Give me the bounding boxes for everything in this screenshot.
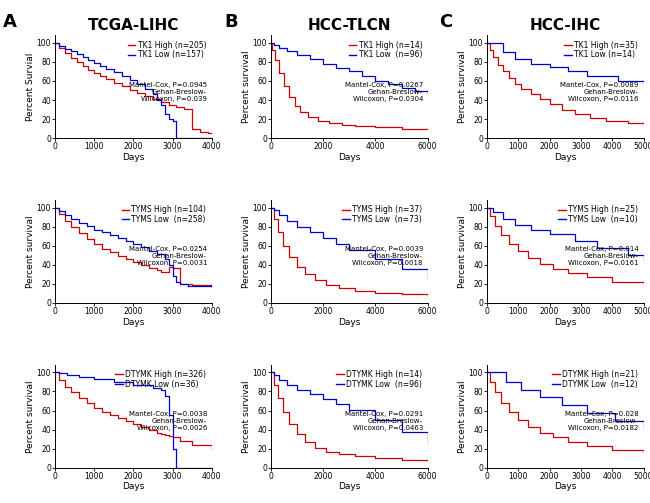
X-axis label: Days: Days [338, 317, 361, 326]
Y-axis label: Percent survival: Percent survival [458, 215, 467, 288]
Y-axis label: Percent survival: Percent survival [242, 50, 251, 123]
Legend: TYMS High (n=25), TYMS Low  (n=10): TYMS High (n=25), TYMS Low (n=10) [556, 204, 640, 226]
X-axis label: Days: Days [338, 482, 361, 491]
X-axis label: Days: Days [122, 153, 145, 162]
Text: Mantel-Cox, P=0.0039
Gehan-Breslow-
Wilcoxon, P=0.0018: Mantel-Cox, P=0.0039 Gehan-Breslow- Wilc… [344, 246, 423, 267]
X-axis label: Days: Days [554, 317, 577, 326]
Y-axis label: Percent Survial: Percent Survial [26, 52, 35, 121]
Text: Mantel-Cox, P=0.0267
Gehan-Breslow-
Wilcoxon, P=0.0304: Mantel-Cox, P=0.0267 Gehan-Breslow- Wilc… [344, 81, 423, 102]
Title: HCC-TLCN: HCC-TLCN [307, 18, 391, 33]
Y-axis label: Percent survival: Percent survival [26, 215, 35, 288]
Y-axis label: Percent survival: Percent survival [458, 380, 467, 453]
X-axis label: Days: Days [122, 482, 145, 491]
Text: C: C [439, 13, 452, 31]
X-axis label: Days: Days [338, 153, 361, 162]
Text: Mantel-Cox, P=0.0038
Gehan-Breslow-
Wilcoxon, P=0.0026: Mantel-Cox, P=0.0038 Gehan-Breslow- Wilc… [129, 411, 207, 431]
Legend: TK1 High (n=35), TK1 Low (n=14): TK1 High (n=35), TK1 Low (n=14) [563, 39, 640, 61]
Title: TCGA-LIHC: TCGA-LIHC [88, 18, 179, 33]
Legend: DTYMK High (n=326), DTYMK Low (n=36): DTYMK High (n=326), DTYMK Low (n=36) [114, 369, 208, 390]
Legend: TK1 High (n=205), TK1 Low (n=157): TK1 High (n=205), TK1 Low (n=157) [126, 39, 208, 61]
Legend: TK1 High (n=14), TK1 Low  (n=96): TK1 High (n=14), TK1 Low (n=96) [347, 39, 424, 61]
Legend: DTYMK High (n=21), DTYMK Low  (n=12): DTYMK High (n=21), DTYMK Low (n=12) [551, 369, 640, 390]
Text: B: B [224, 13, 238, 31]
Text: Mantel-Cox, P=0.0254
Gehan-Breslow-
Wilcoxon, P=0.0031: Mantel-Cox, P=0.0254 Gehan-Breslow- Wilc… [129, 246, 207, 267]
Text: Mantel-Cox, P=0.0945
Gehan-Breslow-
Wilcoxon, P=0.039: Mantel-Cox, P=0.0945 Gehan-Breslow- Wilc… [129, 81, 207, 102]
Legend: DTYMK High (n=14), DTYMK Low  (n=96): DTYMK High (n=14), DTYMK Low (n=96) [335, 369, 424, 390]
Text: Mantel-Cox, P=0.014
Gehan-Breslow-
Wilcoxon, P=0.0161: Mantel-Cox, P=0.014 Gehan-Breslow- Wilco… [565, 246, 639, 267]
Title: HCC-IHC: HCC-IHC [530, 18, 601, 33]
Text: Mantel-Cox, P=0.0291
Gehan-Breslow-
Wilcoxon, P=0.0463: Mantel-Cox, P=0.0291 Gehan-Breslow- Wilc… [344, 411, 423, 431]
Text: A: A [3, 13, 17, 31]
X-axis label: Days: Days [554, 482, 577, 491]
X-axis label: Days: Days [122, 317, 145, 326]
Y-axis label: Percent survival: Percent survival [242, 215, 251, 288]
Y-axis label: Percent survival: Percent survival [242, 380, 251, 453]
Legend: TYMS High (n=104), TYMS Low  (n=258): TYMS High (n=104), TYMS Low (n=258) [120, 204, 208, 226]
Y-axis label: Percent survival: Percent survival [26, 380, 35, 453]
Text: Mantel-Cox, P=0.028
Gehan-Breslow-
Wilcoxon, P=0.0182: Mantel-Cox, P=0.028 Gehan-Breslow- Wilco… [565, 411, 639, 431]
Legend: TYMS High (n=37), TYMS Low  (n=73): TYMS High (n=37), TYMS Low (n=73) [341, 204, 424, 226]
Text: Mantel-Cox, P=0.0089
Gehan-Breslow-
Wilcoxon, P=0.0116: Mantel-Cox, P=0.0089 Gehan-Breslow- Wilc… [560, 81, 639, 102]
Y-axis label: Percent survival: Percent survival [458, 50, 467, 123]
X-axis label: Days: Days [554, 153, 577, 162]
